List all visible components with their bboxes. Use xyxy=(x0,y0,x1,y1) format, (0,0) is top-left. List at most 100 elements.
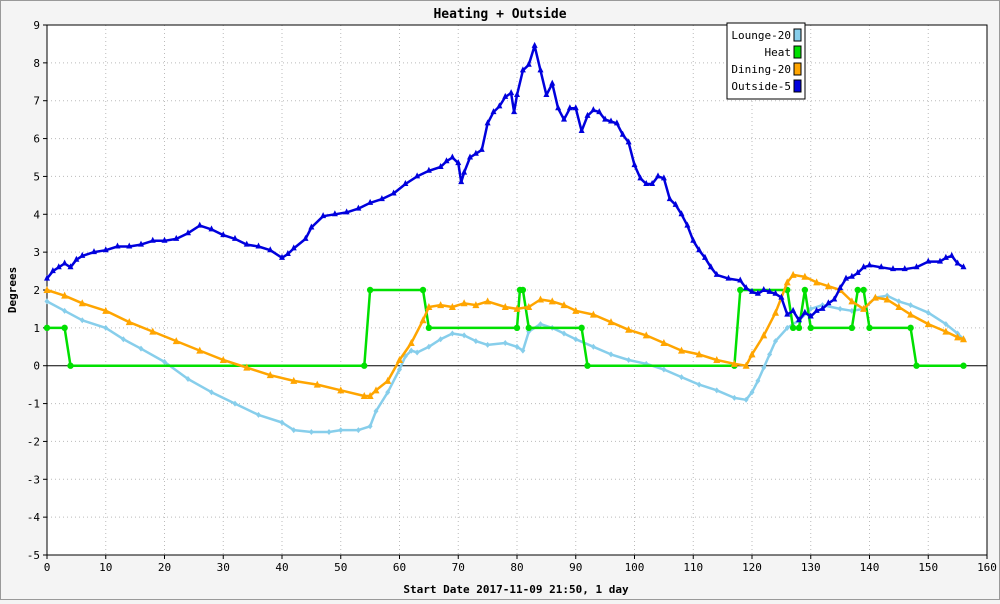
data-point xyxy=(426,343,432,350)
data-point xyxy=(61,324,68,332)
data-point xyxy=(367,198,374,205)
data-point xyxy=(854,268,861,275)
data-point xyxy=(79,251,86,258)
data-point xyxy=(513,304,521,312)
data-point xyxy=(458,178,465,185)
x-tick-label: 20 xyxy=(158,561,171,574)
data-point xyxy=(607,318,615,326)
data-point xyxy=(813,278,821,286)
data-point xyxy=(660,339,668,346)
data-point xyxy=(913,362,920,369)
data-point xyxy=(766,287,773,294)
x-tick-label: 0 xyxy=(44,561,51,574)
data-point xyxy=(443,157,450,164)
data-point xyxy=(761,364,767,371)
data-point xyxy=(937,257,943,264)
data-point xyxy=(196,346,204,354)
data-point xyxy=(925,257,932,264)
data-point xyxy=(425,324,433,332)
data-point xyxy=(631,161,638,168)
data-point xyxy=(461,332,467,339)
data-point xyxy=(67,263,74,270)
data-point xyxy=(548,297,556,305)
data-point xyxy=(572,306,580,314)
data-point xyxy=(860,304,868,312)
data-point xyxy=(684,221,691,228)
data-point xyxy=(790,306,797,313)
y-tick-label: 3 xyxy=(33,246,40,259)
data-point xyxy=(232,234,238,241)
y-tick-label: 6 xyxy=(33,133,40,146)
chart-title: Heating + Outside xyxy=(433,7,566,22)
data-point xyxy=(267,246,274,253)
y-axis-label: Degrees xyxy=(6,267,19,313)
data-point xyxy=(125,318,133,326)
data-point xyxy=(326,428,332,435)
data-point xyxy=(43,324,51,332)
legend-swatch xyxy=(793,62,802,76)
data-point xyxy=(511,108,518,115)
data-point xyxy=(478,145,485,152)
data-point xyxy=(878,263,885,270)
data-point xyxy=(808,305,814,312)
y-tick-label: -3 xyxy=(27,473,40,486)
data-point xyxy=(78,299,86,307)
data-point xyxy=(801,286,809,294)
data-point xyxy=(866,324,873,332)
data-point xyxy=(502,340,508,346)
legend-label: Lounge-20 xyxy=(731,29,791,42)
data-point xyxy=(807,324,814,332)
data-point xyxy=(44,298,50,305)
x-tick-label: 80 xyxy=(510,561,523,574)
data-point xyxy=(408,347,414,354)
data-point xyxy=(778,293,785,300)
data-point xyxy=(801,308,808,315)
data-point xyxy=(825,299,832,306)
data-point xyxy=(678,210,685,217)
data-point xyxy=(372,386,380,394)
legend-label: Dining-20 xyxy=(731,63,791,76)
legend-swatch xyxy=(793,28,802,42)
data-point xyxy=(613,119,620,126)
data-point xyxy=(302,234,309,241)
data-point xyxy=(789,324,797,332)
data-point xyxy=(731,394,737,401)
data-point xyxy=(55,263,62,270)
data-point xyxy=(149,327,157,335)
data-point xyxy=(537,295,544,303)
data-point xyxy=(138,345,144,352)
data-point xyxy=(913,263,920,270)
data-point xyxy=(896,298,902,305)
data-point xyxy=(625,325,633,333)
data-point xyxy=(414,172,421,179)
data-point xyxy=(496,102,503,109)
data-point xyxy=(484,297,492,305)
data-point xyxy=(783,278,791,286)
data-point xyxy=(73,255,80,262)
x-tick-label: 120 xyxy=(742,561,762,574)
data-point xyxy=(355,204,362,211)
data-point xyxy=(795,324,803,332)
data-point xyxy=(61,259,68,266)
data-point xyxy=(338,427,344,434)
data-point xyxy=(61,291,69,299)
data-point xyxy=(256,411,261,418)
data-point xyxy=(566,104,573,111)
data-point xyxy=(291,427,297,434)
data-point xyxy=(425,303,433,311)
data-point xyxy=(185,229,191,236)
data-point xyxy=(266,371,274,379)
x-axis-label: Start Date 2017-11-09 21:50, 1 day xyxy=(403,583,629,596)
data-point xyxy=(514,343,520,350)
data-point xyxy=(437,162,444,169)
data-point xyxy=(513,324,521,332)
data-point xyxy=(366,286,374,294)
data-point xyxy=(837,305,843,312)
data-point xyxy=(760,286,767,292)
data-point xyxy=(561,115,567,122)
data-point xyxy=(772,289,779,296)
data-point xyxy=(361,362,368,369)
y-tick-label: 7 xyxy=(33,95,40,108)
legend-swatch xyxy=(793,45,802,59)
